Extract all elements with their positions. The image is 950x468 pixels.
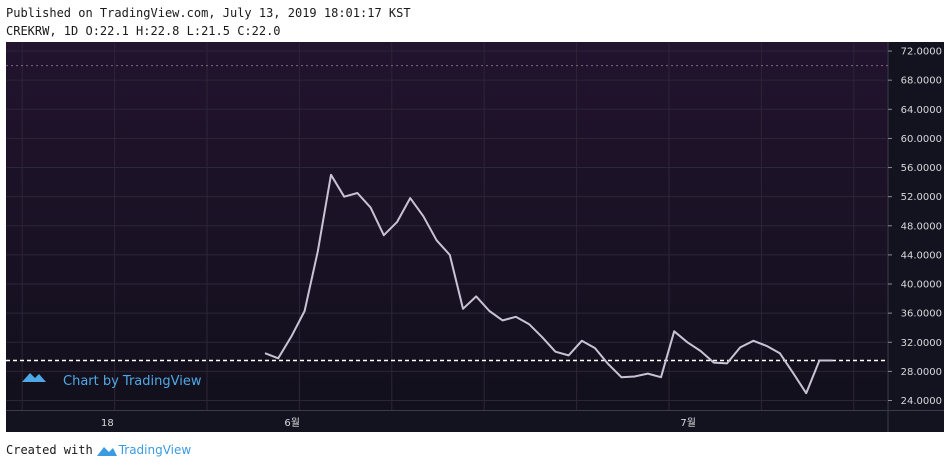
published-caption: Published on TradingView.com, July 13, 2… bbox=[6, 6, 411, 20]
symbol-ohlc-caption: CREKRW, 1D O:22.1 H:22.8 L:21.5 C:22.0 bbox=[6, 24, 281, 38]
tradingview-cloud-icon bbox=[96, 447, 117, 456]
price-axis-panel[interactable] bbox=[888, 42, 944, 410]
price-axis-tick-label: 64.0000 bbox=[901, 105, 942, 116]
time-axis-tick-label: 18 bbox=[101, 418, 114, 429]
time-axis-panel[interactable] bbox=[6, 410, 944, 432]
price-axis-tick-label: 36.0000 bbox=[901, 309, 942, 320]
price-axis-tick-label: 72.0000 bbox=[901, 47, 942, 58]
price-axis-tick-label: 28.0000 bbox=[901, 367, 942, 378]
price-axis-tick-label: 48.0000 bbox=[901, 221, 942, 232]
price-axis-tick-label: 68.0000 bbox=[901, 76, 942, 87]
price-axis-tick-label: 52.0000 bbox=[901, 192, 942, 203]
price-axis-tick-label: 56.0000 bbox=[901, 163, 942, 174]
price-axis-tick-label: 24.0000 bbox=[901, 396, 942, 407]
footer-prefix: Created with bbox=[6, 443, 93, 457]
price-axis-tick-label: 32.0000 bbox=[901, 338, 942, 349]
chart-watermark[interactable]: Chart by TradingView bbox=[22, 373, 202, 389]
time-axis-tick-label: 7월 bbox=[680, 417, 696, 429]
footer-brand-link[interactable]: TradingView bbox=[118, 443, 192, 457]
time-axis-tick-label: 6월 bbox=[284, 417, 300, 429]
price-axis-tick-label: 40.0000 bbox=[901, 280, 942, 291]
price-series-line[interactable] bbox=[264, 173, 833, 395]
watermark-text: Chart by TradingView bbox=[63, 374, 202, 389]
price-axis-tick-label: 44.0000 bbox=[901, 250, 942, 261]
price-axis-tick-label: 60.0000 bbox=[901, 134, 942, 145]
footer: Created with TradingView bbox=[6, 443, 191, 457]
tradingview-logo-icon bbox=[22, 373, 46, 382]
